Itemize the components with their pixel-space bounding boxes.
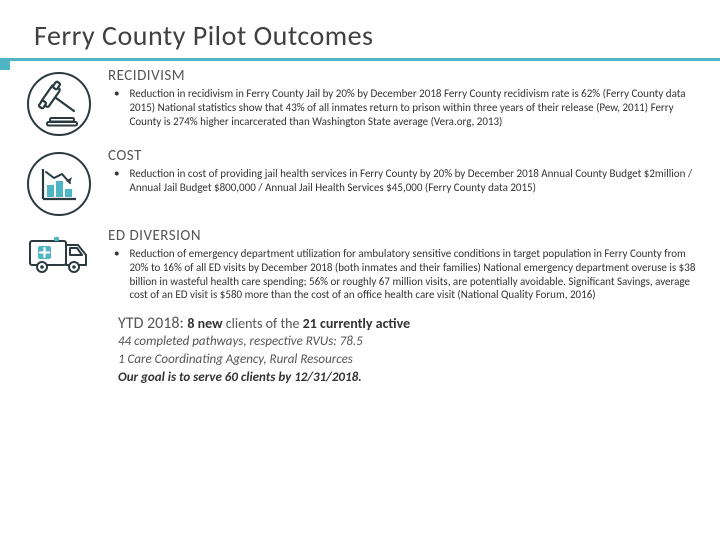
text-cell: RECIDIVISM • Reduction in recidivism in … xyxy=(108,67,700,128)
ytd-line-1: YTD 2018: 8 new clients of the 21 curren… xyxy=(118,314,700,333)
title-region: Ferry County Pilot Outcomes xyxy=(0,0,720,53)
section-body: Reduction in cost of providing jail heal… xyxy=(129,167,700,195)
ytd-new-count: 8 new xyxy=(187,315,222,332)
page-title: Ferry County Pilot Outcomes xyxy=(34,18,720,53)
bullet-item: • Reduction of emergency department util… xyxy=(108,247,700,302)
ytd-pathways: 44 completed pathways, respective RVUs: … xyxy=(118,333,700,351)
section-ed-diversion: ED DIVERSION • Reduction of emergency de… xyxy=(24,227,700,302)
section-recidivism: RECIDIVISM • Reduction in recidivism in … xyxy=(24,67,700,137)
icon-cell xyxy=(24,227,94,279)
ytd-mid-text: clients of the xyxy=(223,315,303,332)
bullet-marker: • xyxy=(114,167,119,195)
section-heading: RECIDIVISM xyxy=(108,67,700,85)
content-area: RECIDIVISM • Reduction in recidivism in … xyxy=(0,53,720,385)
section-heading: ED DIVERSION xyxy=(108,227,700,245)
chart-down-icon xyxy=(26,151,92,217)
bullet-item: • Reduction in recidivism in Ferry Count… xyxy=(108,87,700,128)
bullet-item: • Reduction in cost of providing jail he… xyxy=(108,167,700,195)
ambulance-icon xyxy=(24,231,94,279)
section-heading: COST xyxy=(108,147,700,165)
ytd-agency: 1 Care Coordinating Agency, Rural Resour… xyxy=(118,351,700,369)
section-body: Reduction in recidivism in Ferry County … xyxy=(129,87,700,128)
section-cost: COST • Reduction in cost of providing ja… xyxy=(24,147,700,217)
section-body: Reduction of emergency department utiliz… xyxy=(129,247,700,302)
ytd-active-count: 21 currently active xyxy=(303,315,411,332)
bullet-marker: • xyxy=(114,247,119,302)
gavel-icon xyxy=(26,71,92,137)
ytd-goal: Our goal is to serve 60 clients by 12/31… xyxy=(118,370,700,385)
ytd-summary: YTD 2018: 8 new clients of the 21 curren… xyxy=(118,314,700,385)
title-notch xyxy=(0,58,10,70)
icon-cell xyxy=(24,147,94,217)
icon-cell xyxy=(24,67,94,137)
ytd-prefix: YTD 2018: xyxy=(118,314,184,333)
text-cell: ED DIVERSION • Reduction of emergency de… xyxy=(108,227,700,302)
bullet-marker: • xyxy=(114,87,119,128)
title-underline xyxy=(10,58,720,61)
text-cell: COST • Reduction in cost of providing ja… xyxy=(108,147,700,195)
